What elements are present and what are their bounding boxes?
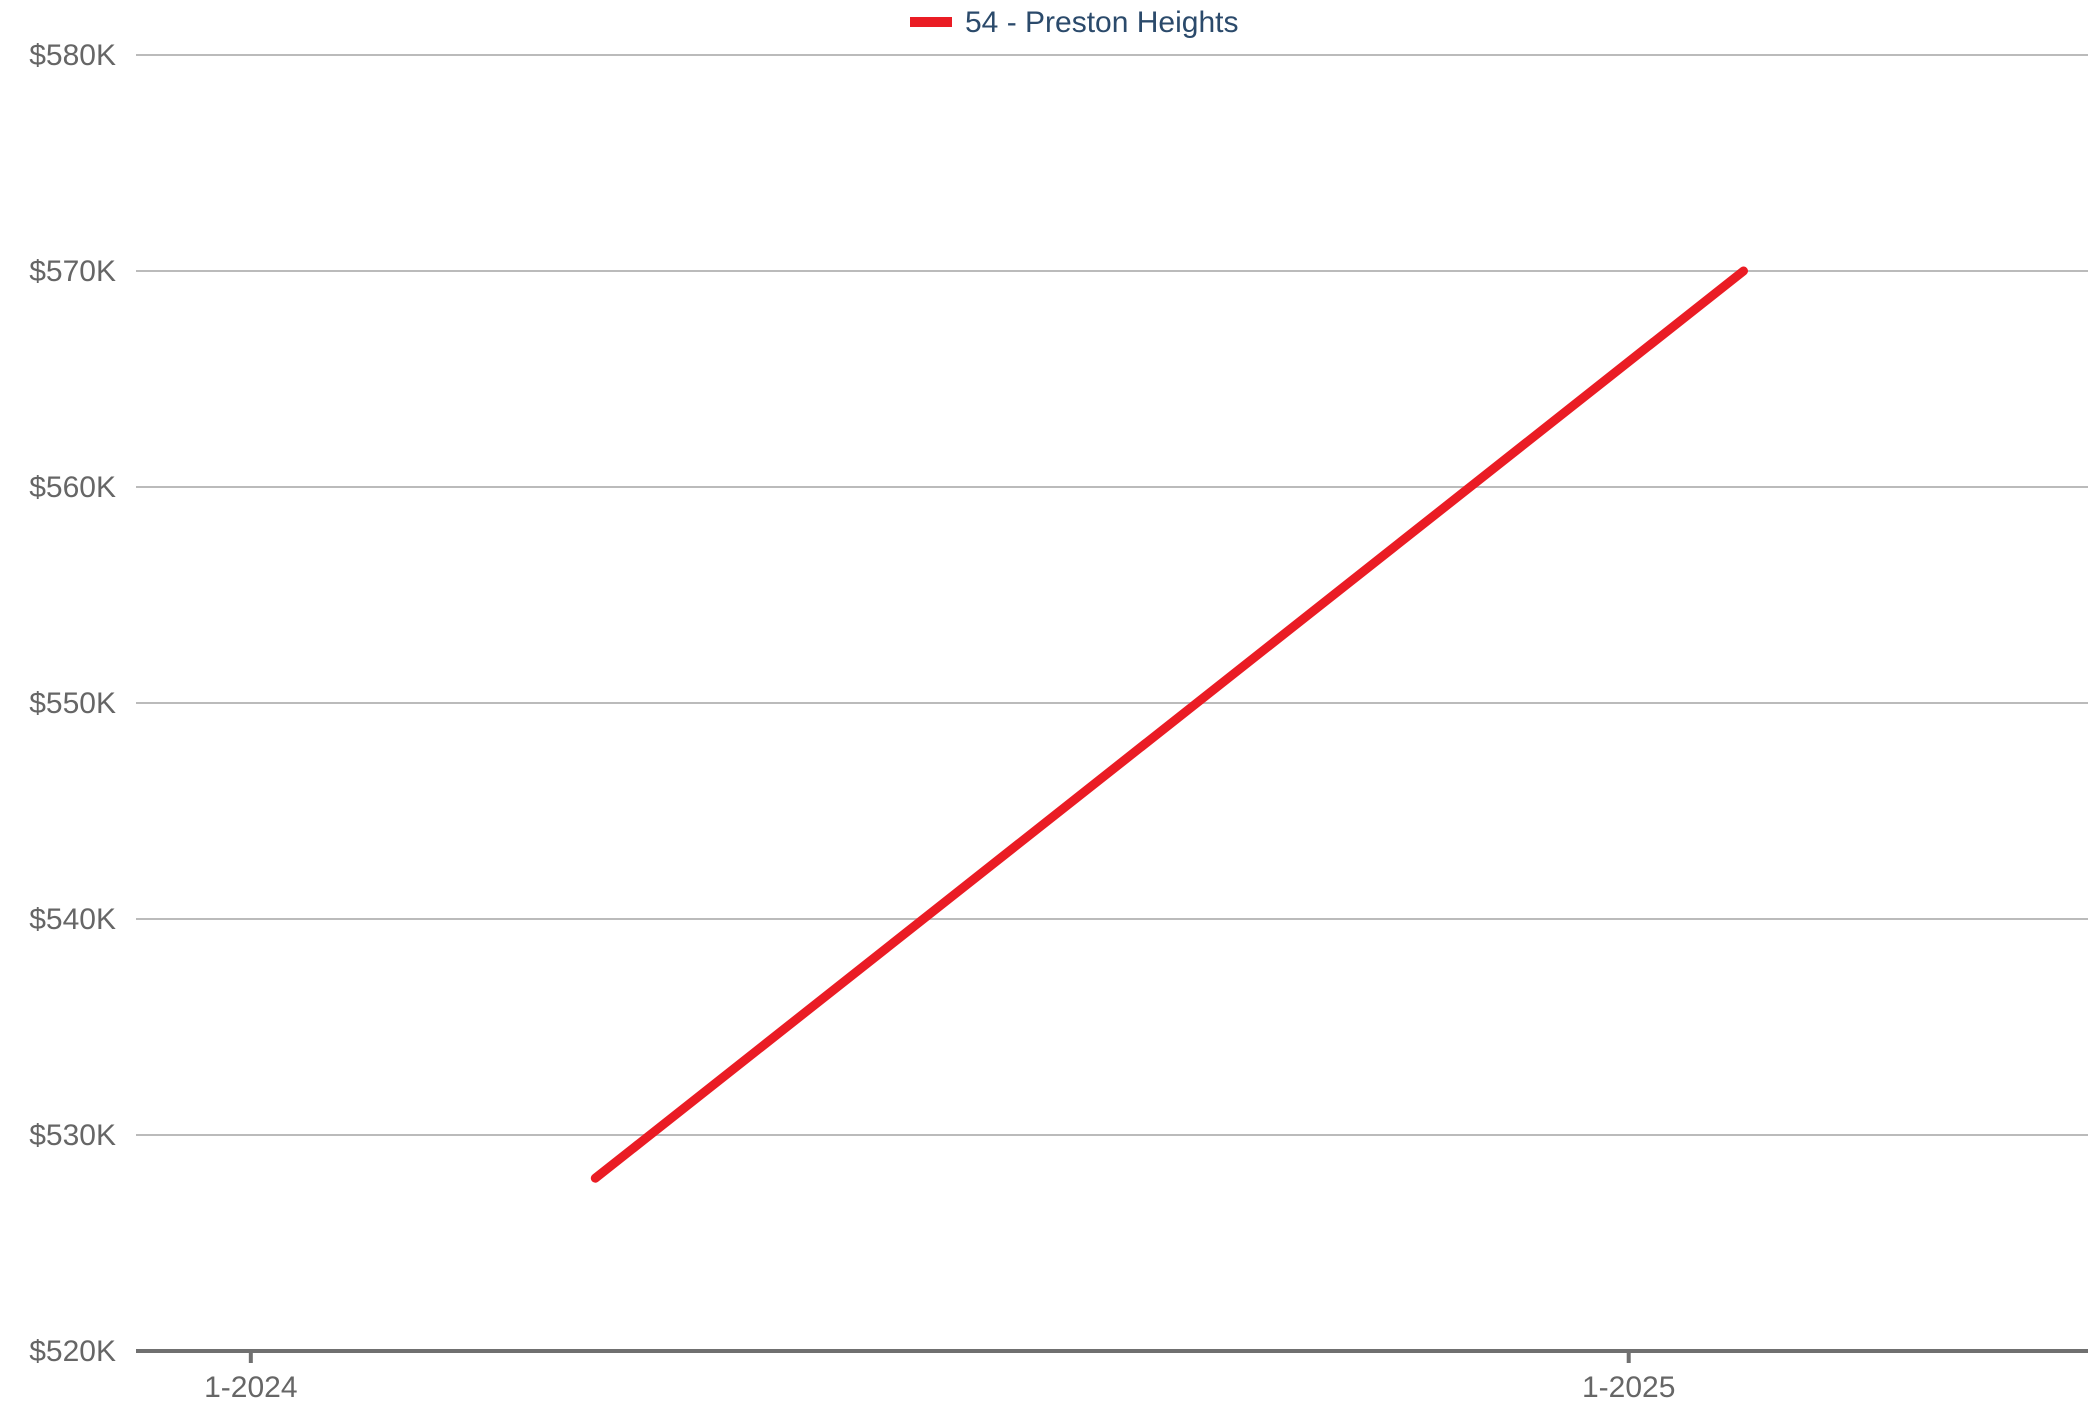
y-tick-label: $570K: [29, 255, 116, 288]
series-lines: [590, 266, 1748, 1183]
y-tick-label: $560K: [29, 471, 116, 504]
legend-item[interactable]: 54 - Preston Heights: [910, 6, 1238, 39]
y-tick-label: $550K: [29, 687, 116, 720]
y-tick-label: $540K: [29, 903, 116, 936]
gridlines: [136, 54, 2088, 1136]
x-axis: 1-2024 1-2025: [136, 1349, 2088, 1404]
legend-label: 54 - Preston Heights: [965, 6, 1238, 39]
y-tick-label: $580K: [29, 39, 116, 72]
y-tick-label: $520K: [29, 1335, 116, 1368]
y-axis-labels: $520K $530K $540K $550K $560K $570K $580K: [29, 39, 116, 1368]
legend[interactable]: 54 - Preston Heights: [910, 6, 1238, 39]
x-tick-label: 1-2024: [204, 1371, 297, 1404]
x-tick-label: 1-2025: [1582, 1371, 1675, 1404]
y-tick-label: $530K: [29, 1119, 116, 1152]
series-line: [590, 266, 1748, 1183]
